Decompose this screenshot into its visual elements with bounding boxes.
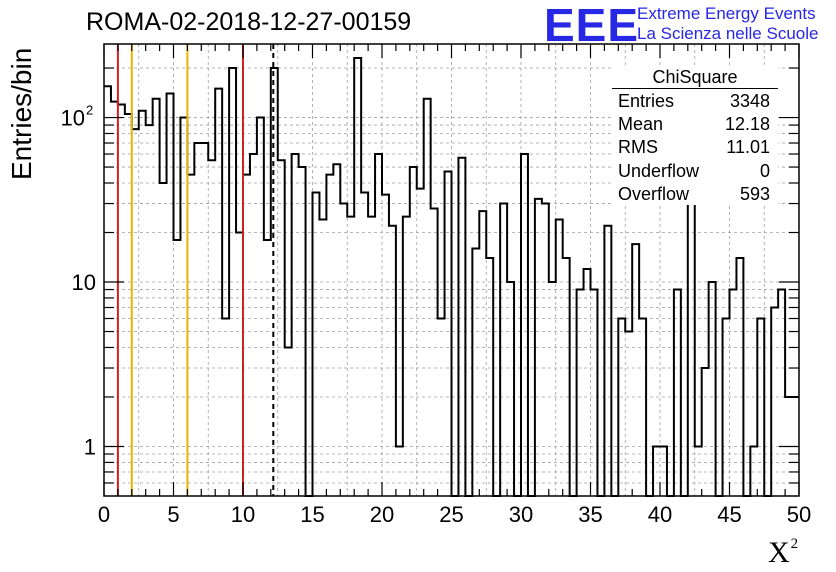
y-tick-label: 1	[84, 434, 96, 459]
eee-logo: EEE	[544, 0, 640, 51]
x-tick-label: 35	[578, 502, 602, 527]
x-tick-label: 20	[370, 502, 394, 527]
stats-value: 0	[759, 160, 770, 181]
x-axis-label-sup: 2	[790, 536, 799, 552]
stats-label: Mean	[618, 114, 664, 135]
stats-label: Entries	[618, 91, 675, 111]
stats-value: 12.18	[724, 114, 770, 135]
x-tick-label: 15	[300, 502, 324, 527]
y-axis-label: Entries/bin	[6, 47, 37, 180]
stats-row: Entries 3348	[612, 89, 778, 112]
x-tick-label: 45	[717, 502, 741, 527]
histogram-bins	[104, 57, 799, 497]
stats-label: Overflow	[618, 183, 690, 204]
chart-title: ROMA-02-2018-12-27-00159	[86, 8, 412, 36]
stats-row: Underflow 0	[612, 159, 778, 182]
grid-lines	[104, 44, 799, 496]
stats-label: Underflow	[618, 160, 700, 181]
stats-title: ChiSquare	[612, 66, 778, 89]
stats-value: 3348	[729, 91, 770, 111]
stats-row: Mean 12.18	[612, 112, 778, 135]
stats-value: 593	[739, 183, 770, 204]
x-tick-label: 5	[167, 502, 179, 527]
reference-lines	[116, 44, 275, 496]
x-tick-label: 30	[509, 502, 533, 527]
logo-line-1: Extreme Energy Events	[637, 4, 816, 23]
x-tick-labels: 0 5 10 15 20 25 30 35 40 45 50	[98, 502, 811, 527]
stats-row: RMS 11.01	[612, 135, 778, 158]
y-tick-label-sup: 2	[86, 103, 93, 118]
logo-line-2: La Scienza nelle Scuole	[637, 24, 819, 43]
x-tick-label: 40	[648, 502, 672, 527]
x-tick-label: 25	[439, 502, 463, 527]
x-tick-label: 0	[98, 502, 110, 527]
x-tick-label: 10	[231, 502, 255, 527]
y-tick-label: 10	[61, 106, 85, 131]
stats-label: RMS	[618, 137, 658, 158]
histogram-outline	[104, 57, 799, 497]
y-tick-label: 10	[72, 270, 96, 295]
stats-row: Overflow 593	[612, 182, 778, 205]
x-axis-label: X2	[768, 536, 798, 570]
stats-value: 11.01	[726, 137, 770, 158]
x-axis-label-base: X	[768, 536, 790, 569]
stats-box: ChiSquare Entries 3348 Mean 12.18 RMS 11.01…	[612, 66, 778, 205]
x-tick-label: 50	[787, 502, 811, 527]
axis-ticks	[103, 44, 800, 496]
